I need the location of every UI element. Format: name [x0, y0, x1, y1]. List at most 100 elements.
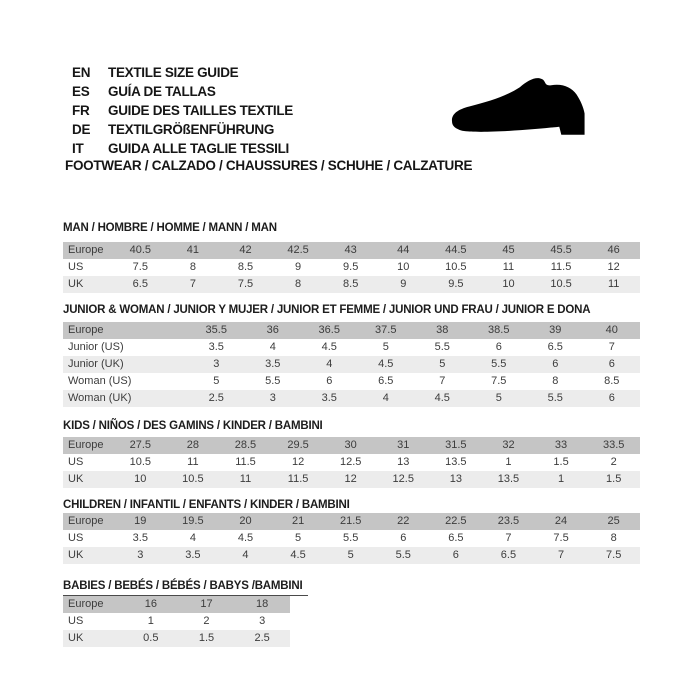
size-value: 37.5	[375, 324, 397, 336]
size-row: US 7.5 8 8.5 9 9.5 10 10.5 11 11.5 12	[63, 259, 640, 276]
size-value: 39	[549, 324, 562, 336]
language-code: DE	[72, 122, 91, 137]
language-row: EN TEXTILE SIZE GUIDE	[72, 63, 293, 82]
size-value: 5.5	[547, 392, 563, 404]
size-value: 5	[295, 532, 302, 544]
size-value: 5.5	[343, 532, 359, 544]
size-value: 6	[608, 392, 615, 404]
size-header-row: Europe 27.5 28 28.5 29.5 30 31 31.5 32 33 33.5	[63, 437, 640, 454]
section-title: JUNIOR & WOMAN / JUNIOR Y MUJER / JUNIOR…	[63, 304, 591, 316]
size-value: 33.5	[602, 439, 625, 451]
language-list: EN TEXTILE SIZE GUIDE ES GUÍA DE TALLAS FR GU…	[72, 63, 293, 158]
row-label: Europe	[68, 244, 104, 256]
size-value: 3.5	[185, 549, 201, 561]
size-value: 40	[605, 324, 618, 336]
section-title: KIDS / NIÑOS / DES GAMINS / KINDER / BAM…	[63, 420, 323, 432]
size-table-section: KIDS / NIÑOS / DES GAMINS / KINDER / BAM…	[63, 419, 640, 488]
row-label: Europe	[68, 439, 104, 451]
size-value: 4.5	[290, 549, 306, 561]
size-value: 28.5	[234, 439, 257, 451]
size-value: 4.5	[378, 358, 394, 370]
row-label: UK	[68, 473, 84, 485]
size-value: 10.5	[445, 261, 467, 273]
size-row: UK 3 3.5 4 4.5 5 5.5 6 6.5 7 7.5	[63, 547, 640, 564]
category-line: FOOTWEAR / CALZADO / CHAUSSURES / SCHUHE…	[65, 158, 473, 173]
size-value: 38	[436, 324, 449, 336]
size-value: 8.5	[343, 278, 359, 290]
size-value: 13.5	[445, 456, 467, 468]
section-title: MAN / HOMBRE / HOMME / MANN / MAN	[63, 222, 277, 234]
size-value: 25	[607, 515, 620, 527]
size-value: 5	[213, 375, 220, 387]
size-value: 3	[213, 358, 220, 370]
size-value: 6.5	[448, 532, 464, 544]
size-value: 31	[397, 439, 410, 451]
size-value: 5.5	[434, 341, 450, 353]
row-label: Junior (UK)	[68, 358, 124, 370]
language-label: GUIDA ALLE TAGLIE TESSILI	[108, 141, 289, 156]
size-value: 8	[610, 532, 617, 544]
size-value: 21	[291, 515, 305, 527]
size-value: 11.5	[550, 261, 572, 273]
size-value: 5	[347, 549, 354, 561]
size-value: 12	[291, 456, 305, 468]
row-label: Europe	[68, 515, 104, 527]
size-value: 3	[269, 392, 276, 404]
size-value: 9.5	[448, 278, 464, 290]
language-code: IT	[72, 141, 84, 156]
size-value: 8	[189, 261, 196, 273]
size-value: 24	[554, 515, 568, 527]
row-label: US	[68, 532, 84, 544]
size-value: 7	[557, 549, 565, 561]
size-value: 5.5	[395, 549, 411, 561]
size-value: 12.5	[392, 473, 414, 485]
size-value: 17	[200, 598, 213, 610]
size-value: 19.5	[182, 515, 204, 527]
size-value: 9	[295, 261, 302, 273]
size-row: Woman (US) 5 5.5 6 6.5 7 7.5 8 8.5	[63, 373, 640, 390]
size-value: 3.5	[265, 358, 281, 370]
size-value: 1	[505, 456, 512, 468]
size-value: 13	[449, 473, 462, 485]
size-table: Europe 16 17 18 US 1 2 3 UK 0.5 1.5 2.5	[63, 596, 290, 647]
size-value: 5.5	[491, 358, 507, 370]
size-value: 0.5	[143, 632, 159, 644]
size-value: 12.5	[339, 456, 362, 468]
size-table-section: JUNIOR & WOMAN / JUNIOR Y MUJER / JUNIOR…	[63, 303, 640, 407]
size-value: 45.5	[550, 244, 572, 256]
language-code: FR	[72, 103, 90, 118]
row-label: Europe	[68, 324, 104, 336]
shoe-icon	[451, 78, 585, 135]
size-value: 5.5	[265, 375, 281, 387]
size-value: 8	[552, 375, 559, 387]
language-row: DE TEXTILGRÖßENFÜHRUNG	[72, 120, 293, 139]
size-value: 10	[397, 261, 410, 273]
size-value: 11	[187, 456, 199, 468]
size-value: 1.5	[198, 632, 215, 644]
size-value: 4.5	[321, 341, 337, 353]
section-title: CHILDREN / INFANTIL / ENFANTS / KINDER /…	[63, 499, 350, 511]
size-value: 10	[502, 278, 515, 290]
size-value: 1.5	[553, 456, 569, 468]
size-value: 4	[189, 532, 196, 544]
size-value: 11.5	[235, 456, 256, 468]
section-title: BABIES / BEBÉS / BÉBÉS / BABYS /BAMBINI	[63, 579, 308, 596]
size-value: 4.5	[434, 392, 450, 404]
size-row: UK 10 10.5 11 11.5 12 12.5 13 13.5 1 1.5	[63, 471, 640, 488]
size-value: 3.5	[132, 532, 148, 544]
language-label: GUÍA DE TALLAS	[108, 84, 216, 99]
size-row: UK 0.5 1.5 2.5	[63, 630, 290, 647]
language-label: TEXTILE SIZE GUIDE	[108, 65, 239, 80]
size-value: 11.5	[287, 473, 309, 485]
size-value: 7	[439, 375, 446, 387]
row-label: Woman (US)	[68, 375, 132, 387]
size-value: 6	[552, 358, 559, 370]
size-table-section: BABIES / BEBÉS / BÉBÉS / BABYS /BAMBINI E…	[63, 576, 640, 647]
size-value: 22.5	[445, 515, 467, 527]
size-value: 4	[326, 358, 333, 370]
row-label: UK	[68, 278, 84, 290]
size-value: 6.5	[547, 341, 563, 353]
size-value: 6	[326, 375, 333, 387]
size-value: 36.5	[318, 324, 340, 336]
size-value: 2.5	[208, 392, 224, 404]
